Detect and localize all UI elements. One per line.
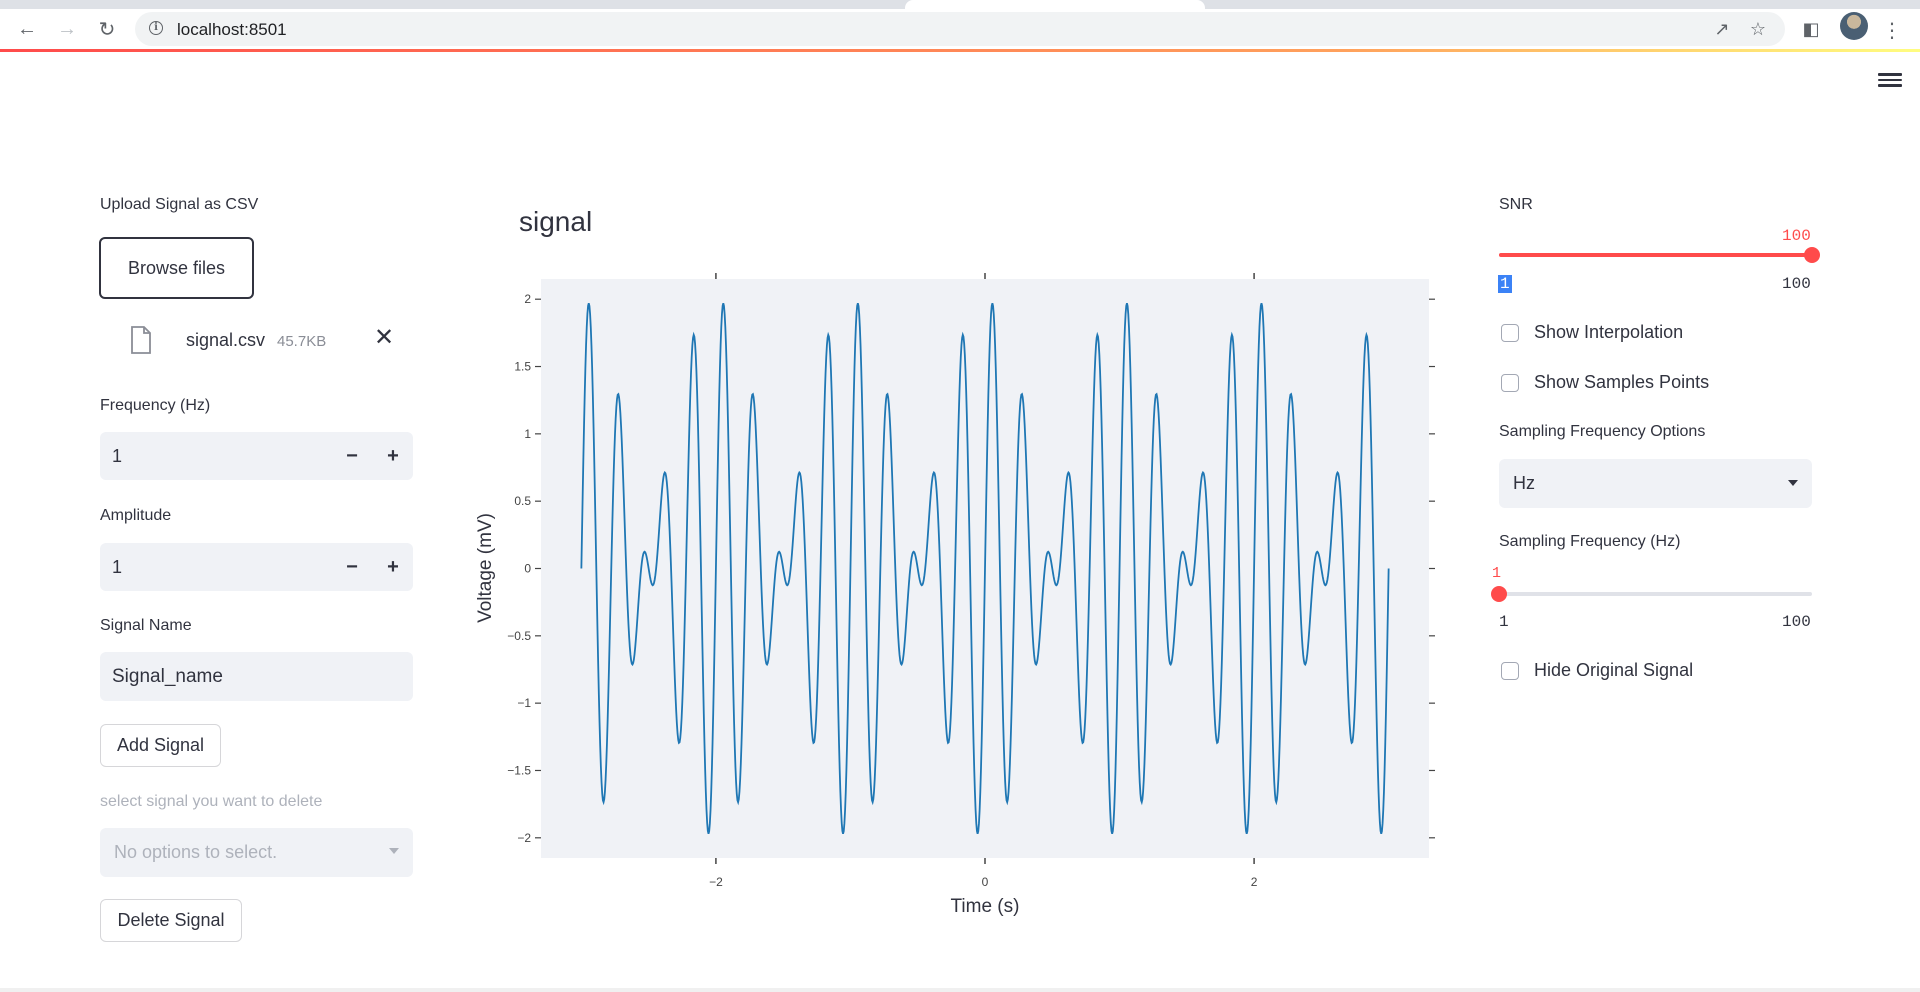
- snr-current-value: 100: [1782, 227, 1811, 245]
- y-axis-label: Voltage (mV): [475, 513, 496, 623]
- remove-file-icon[interactable]: ✕: [373, 324, 395, 351]
- x-tick-label: 0: [982, 875, 989, 889]
- file-size: 45.7KB: [277, 333, 327, 350]
- signal-name-label: Signal Name: [100, 617, 192, 634]
- show-samples-label: Show Samples Points: [1534, 372, 1710, 392]
- side-panel-icon[interactable]: ◧: [1802, 19, 1820, 39]
- hide-original-label: Hide Original Signal: [1534, 660, 1694, 680]
- browser-toolbar: ← → ↻ i localhost:8501 ↗ ☆ ◧ ⋮: [0, 9, 1920, 50]
- frequency-input[interactable]: [100, 432, 330, 480]
- file-icon: [131, 326, 151, 354]
- sampling-options-value: Hz: [1513, 473, 1535, 493]
- snr-max-label: 100: [1782, 275, 1811, 293]
- amplitude-label: Amplitude: [100, 507, 172, 524]
- active-tab[interactable]: [905, 0, 1205, 9]
- reload-icon[interactable]: ↻: [98, 18, 116, 41]
- y-tick-label: −2: [517, 831, 531, 845]
- address-bar[interactable]: i localhost:8501 ↗ ☆: [135, 12, 1785, 46]
- profile-avatar[interactable]: [1840, 12, 1868, 40]
- frequency-increment-button[interactable]: +: [387, 445, 399, 467]
- delete-select-label: select signal you want to delete: [100, 793, 323, 810]
- browser-tab-strip: [0, 0, 1920, 9]
- y-tick-label: −1: [517, 696, 531, 710]
- x-tick-label: −2: [709, 875, 723, 889]
- y-tick-label: −0.5: [507, 629, 531, 643]
- snr-label: SNR: [1499, 196, 1533, 213]
- sampling-options-label: Sampling Frequency Options: [1499, 423, 1706, 440]
- sampling-frequency-current-value: 1: [1492, 565, 1502, 582]
- share-icon[interactable]: ↗: [1714, 19, 1730, 39]
- file-name: signal.csv: [186, 330, 266, 350]
- y-tick-label: 0.5: [514, 494, 531, 508]
- snr-slider-thumb[interactable]: [1804, 247, 1820, 263]
- delete-signal-select[interactable]: No options to select.: [100, 828, 413, 877]
- series-line[interactable]: [580, 303, 1390, 834]
- checkbox-box[interactable]: [1501, 324, 1519, 342]
- frequency-input-wrapper: − +: [100, 432, 413, 480]
- signal-name-input[interactable]: [100, 652, 413, 701]
- y-tick-label: 1.5: [514, 360, 531, 374]
- delete-signal-button[interactable]: Delete Signal: [100, 899, 242, 942]
- chart-title: signal: [519, 206, 593, 237]
- checkbox-box[interactable]: [1501, 662, 1519, 680]
- snr-slider[interactable]: [1499, 247, 1820, 263]
- amplitude-decrement-button[interactable]: −: [346, 556, 358, 578]
- amplitude-input-wrapper: − +: [100, 543, 413, 591]
- bookmark-star-icon[interactable]: ☆: [1749, 19, 1767, 39]
- uploaded-file: signal.csv 45.7KB ✕: [100, 320, 400, 360]
- browser-menu-icon[interactable]: ⋮: [1882, 20, 1902, 42]
- browse-files-button[interactable]: Browse files: [99, 237, 254, 299]
- frequency-label: Frequency (Hz): [100, 397, 211, 414]
- x-tick-label: 2: [1251, 875, 1258, 889]
- sampling-options-select[interactable]: Hz: [1499, 459, 1812, 508]
- delete-select-placeholder: No options to select.: [114, 842, 278, 862]
- app-decoration-bar: [0, 49, 1920, 52]
- show-interpolation-label: Show Interpolation: [1534, 322, 1684, 342]
- chevron-down-icon: [389, 848, 399, 854]
- upload-label: Upload Signal as CSV: [100, 196, 259, 213]
- add-signal-button[interactable]: Add Signal: [100, 724, 221, 767]
- chevron-down-icon: [1788, 480, 1798, 486]
- page-bottom-border: [0, 988, 1920, 992]
- site-info-icon[interactable]: i: [149, 21, 163, 35]
- y-tick-label: 1: [524, 427, 531, 441]
- y-tick-label: 0: [524, 562, 531, 576]
- forward-icon[interactable]: →: [57, 17, 77, 40]
- sampling-frequency-min-label: 1: [1499, 613, 1509, 631]
- x-axis: −2 0 2: [709, 273, 1258, 889]
- main-menu-icon[interactable]: [1878, 70, 1902, 92]
- address-bar-url[interactable]: localhost:8501: [177, 20, 287, 39]
- y-tick-label: 2: [524, 292, 531, 306]
- sampling-frequency-max-label: 100: [1782, 613, 1811, 631]
- y-axis: 2 1.5 1 0.5 0 −0.5 −1 −1.5 −2: [507, 292, 1435, 845]
- snr-min-label: 1: [1498, 275, 1512, 293]
- y-tick-label: −1.5: [507, 763, 531, 777]
- snr-min-value: 1: [1498, 275, 1512, 293]
- snr-slider-fill: [1499, 253, 1812, 257]
- amplitude-increment-button[interactable]: +: [387, 556, 399, 578]
- sampling-frequency-slider[interactable]: [1491, 586, 1812, 602]
- checkbox-box[interactable]: [1501, 374, 1519, 392]
- frequency-decrement-button[interactable]: −: [346, 445, 358, 467]
- sampling-frequency-label: Sampling Frequency (Hz): [1499, 533, 1681, 550]
- amplitude-input[interactable]: [100, 543, 330, 591]
- x-axis-label: Time (s): [951, 896, 1020, 917]
- sampling-frequency-slider-thumb[interactable]: [1491, 586, 1507, 602]
- back-icon[interactable]: ←: [17, 17, 37, 40]
